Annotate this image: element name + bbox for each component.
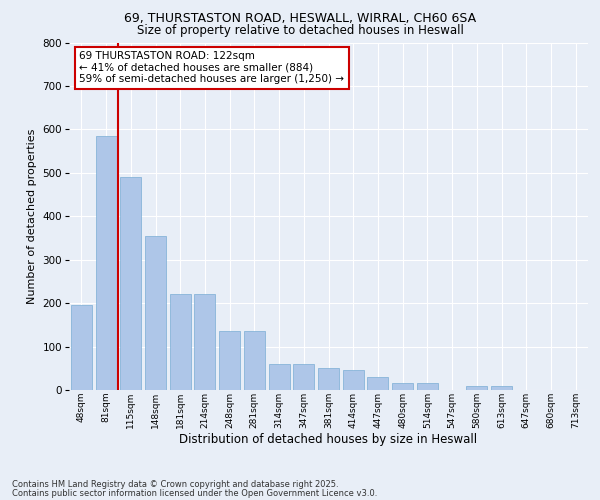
Bar [219,332,240,390]
Text: 69, THURSTASTON ROAD, HESWALL, WIRRAL, CH60 6SA: 69, THURSTASTON ROAD, HESWALL, WIRRAL, C… [124,12,476,25]
Bar [318,368,339,390]
Bar [194,294,215,390]
Text: Contains public sector information licensed under the Open Government Licence v3: Contains public sector information licen… [12,488,377,498]
Bar [466,386,487,390]
Bar [145,236,166,390]
Bar [367,377,388,390]
Bar [244,332,265,390]
Bar [95,136,116,390]
Bar [269,364,290,390]
Bar [120,177,141,390]
Bar [343,370,364,390]
Bar [491,386,512,390]
Text: Size of property relative to detached houses in Heswall: Size of property relative to detached ho… [137,24,463,37]
Text: 69 THURSTASTON ROAD: 122sqm
← 41% of detached houses are smaller (884)
59% of se: 69 THURSTASTON ROAD: 122sqm ← 41% of det… [79,51,344,84]
Bar [71,306,92,390]
Y-axis label: Number of detached properties: Number of detached properties [27,128,37,304]
X-axis label: Distribution of detached houses by size in Heswall: Distribution of detached houses by size … [179,434,478,446]
Bar [170,294,191,390]
Bar [293,364,314,390]
Text: Contains HM Land Registry data © Crown copyright and database right 2025.: Contains HM Land Registry data © Crown c… [12,480,338,489]
Bar [392,384,413,390]
Bar [417,384,438,390]
